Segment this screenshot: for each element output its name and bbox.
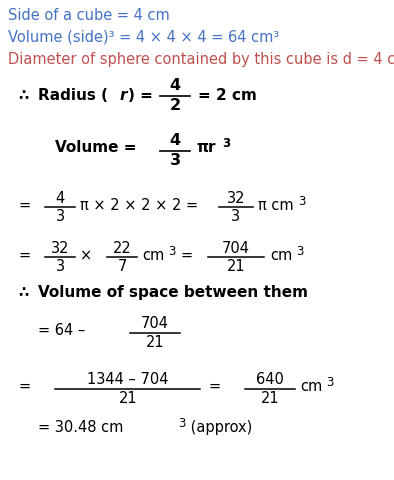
Text: 21: 21 — [119, 390, 138, 405]
Text: cm: cm — [142, 248, 164, 263]
Text: 3: 3 — [298, 194, 305, 207]
Text: Volume of space between them: Volume of space between them — [38, 285, 308, 300]
Text: 4: 4 — [169, 133, 180, 148]
Text: = 30.48 cm: = 30.48 cm — [38, 419, 123, 434]
Text: 32: 32 — [51, 240, 69, 255]
Text: =: = — [18, 378, 30, 393]
Text: Volume (side)³ = 4 × 4 × 4 = 64 cm³: Volume (side)³ = 4 × 4 × 4 = 64 cm³ — [8, 30, 279, 45]
Text: Side of a cube = 4 cm: Side of a cube = 4 cm — [8, 8, 170, 23]
Text: = 2 cm: = 2 cm — [198, 88, 257, 103]
Text: 3: 3 — [296, 244, 303, 257]
Text: 21: 21 — [227, 258, 245, 274]
Text: π cm: π cm — [258, 198, 294, 213]
Text: 21: 21 — [261, 390, 279, 405]
Text: πr: πr — [196, 140, 216, 155]
Text: 4: 4 — [56, 191, 65, 205]
Text: ×: × — [80, 248, 92, 263]
Text: 3: 3 — [56, 209, 65, 224]
Text: 704: 704 — [141, 315, 169, 330]
Text: π × 2 × 2 × 2 =: π × 2 × 2 × 2 = — [80, 198, 198, 213]
Text: Diameter of sphere contained by this cube is d = 4 cm: Diameter of sphere contained by this cub… — [8, 52, 394, 67]
Text: 22: 22 — [113, 240, 131, 255]
Text: = 64 –: = 64 – — [38, 323, 85, 337]
Text: 4: 4 — [169, 78, 180, 93]
Text: 32: 32 — [227, 191, 245, 205]
Text: 1344 – 704: 1344 – 704 — [87, 371, 169, 386]
Text: r: r — [120, 88, 128, 103]
Text: 640: 640 — [256, 371, 284, 386]
Text: cm: cm — [300, 378, 322, 393]
Text: (approx): (approx) — [186, 419, 252, 434]
Text: 3: 3 — [178, 416, 185, 429]
Text: 2: 2 — [169, 98, 180, 113]
Text: Radius (: Radius ( — [38, 88, 108, 103]
Text: =: = — [18, 248, 30, 263]
Text: 3: 3 — [56, 258, 65, 274]
Text: 704: 704 — [222, 240, 250, 255]
Text: 3: 3 — [231, 209, 241, 224]
Text: ∴: ∴ — [18, 285, 28, 300]
Text: =: = — [18, 198, 30, 213]
Text: 21: 21 — [146, 334, 164, 349]
Text: ∴: ∴ — [18, 88, 28, 103]
Text: 7: 7 — [117, 258, 127, 274]
Text: cm: cm — [270, 248, 292, 263]
Text: Volume =: Volume = — [55, 140, 136, 155]
Text: =: = — [180, 248, 192, 263]
Text: 3: 3 — [169, 153, 180, 168]
Text: ) =: ) = — [128, 88, 153, 103]
Text: 3: 3 — [222, 137, 230, 150]
Text: =: = — [208, 378, 220, 393]
Text: 3: 3 — [326, 375, 333, 388]
Text: 3: 3 — [168, 244, 175, 257]
